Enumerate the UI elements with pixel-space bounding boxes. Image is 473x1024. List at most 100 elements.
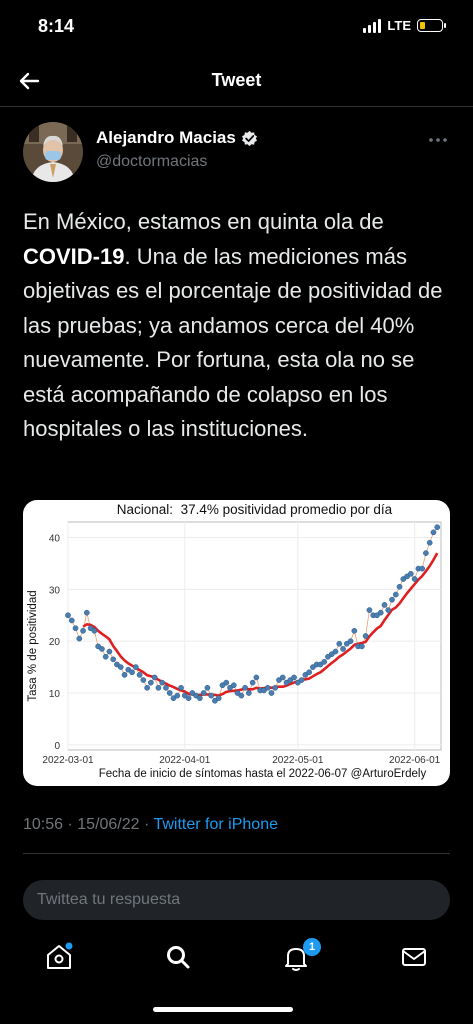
data-point <box>291 674 297 681</box>
data-point <box>208 692 215 699</box>
signal-icon <box>363 18 382 33</box>
data-point <box>411 576 418 582</box>
x-tick-label: 2022-03-01 <box>42 755 94 766</box>
data-point <box>151 674 158 681</box>
back-button[interactable] <box>14 66 44 96</box>
data-point <box>245 690 252 696</box>
notifications-badge: 1 <box>303 938 321 956</box>
data-point <box>366 607 373 613</box>
meta-separator: · <box>139 816 154 833</box>
mail-icon <box>402 948 426 966</box>
x-axis-label: Fecha de inicio de síntomas hasta el 202… <box>99 768 427 780</box>
y-tick-label: 0 <box>54 741 60 752</box>
data-point <box>268 690 275 696</box>
tweet-text-end: . Una de las mediciones más objetivas es… <box>23 243 443 442</box>
y-tick-label: 40 <box>49 534 61 545</box>
y-axis-label: Tasa % de positividad <box>27 590 39 701</box>
author-name-label: Alejandro Macias <box>96 128 236 147</box>
data-point <box>148 679 154 686</box>
data-point <box>197 695 203 702</box>
search-icon <box>167 946 190 969</box>
data-point <box>121 672 128 678</box>
home-icon <box>47 942 73 969</box>
data-point <box>389 596 395 603</box>
y-tick-label: 10 <box>49 689 61 700</box>
data-point <box>230 682 237 689</box>
data-point <box>110 656 117 663</box>
data-point <box>253 674 260 681</box>
data-point <box>204 684 211 691</box>
data-point <box>83 609 90 616</box>
data-point <box>419 565 426 572</box>
data-point <box>129 669 135 676</box>
data-point <box>155 684 162 691</box>
data-point <box>381 602 388 608</box>
data-point <box>178 684 184 691</box>
data-point <box>106 648 113 655</box>
status-time: 8:14 <box>38 16 75 36</box>
data-point <box>340 646 346 652</box>
meta-divider <box>23 853 450 854</box>
data-point <box>249 679 256 686</box>
data-point <box>332 648 339 655</box>
meta-separator: · <box>63 816 78 833</box>
more-options-button[interactable] <box>428 130 448 148</box>
data-point <box>423 550 429 556</box>
data-point <box>279 674 286 681</box>
nav-messages-button[interactable] <box>397 940 431 974</box>
data-point <box>408 570 414 577</box>
data-point <box>132 664 139 670</box>
data-point <box>174 692 181 699</box>
x-tick-label: 2022-05-01 <box>272 755 324 766</box>
more-dots-icon <box>429 138 447 142</box>
tweet-text: En México, estamos en quinta ola de COVI… <box>23 205 448 447</box>
data-point <box>185 695 192 702</box>
data-point <box>65 612 71 619</box>
y-tick-label: 30 <box>49 585 61 596</box>
data-point <box>117 664 124 670</box>
data-point <box>140 677 147 683</box>
tweet-text-start: En México, estamos en quinta ola de <box>23 209 384 234</box>
data-point <box>223 679 230 686</box>
data-point <box>166 690 173 696</box>
tweet-meta: 10:56 · 15/06/22 · Twitter for iPhone <box>23 816 278 834</box>
data-point <box>347 638 354 645</box>
data-point <box>159 679 166 686</box>
reply-field[interactable]: Twittea tu respuesta <box>23 880 450 920</box>
nav-search-button[interactable] <box>161 940 195 974</box>
data-point <box>136 672 143 678</box>
data-point <box>426 539 433 546</box>
status-indicators: LTE <box>363 18 446 33</box>
tweet-source-link[interactable]: Twitter for iPhone <box>153 816 278 833</box>
x-tick-label: 2022-06-01 <box>389 755 441 766</box>
tweet-chart-image[interactable]: 0 10 20 30 40 2022-03-01 2022-04-01 2022-05-01 2… <box>23 500 450 786</box>
data-point <box>144 684 150 691</box>
data-point <box>336 640 343 647</box>
data-point <box>321 659 328 665</box>
data-point <box>99 646 105 652</box>
data-point <box>215 695 222 702</box>
y-tick-label: 20 <box>49 637 61 648</box>
avatar-image <box>23 122 83 182</box>
data-point <box>238 692 245 699</box>
reply-placeholder: Twittea tu respuesta <box>37 891 181 908</box>
nav-notifications-button[interactable]: 1 <box>279 938 321 974</box>
header-divider <box>0 106 473 107</box>
data-point <box>359 643 365 650</box>
data-point <box>102 653 109 660</box>
data-point <box>377 609 384 616</box>
data-point <box>396 583 403 590</box>
home-indicator <box>153 1007 293 1012</box>
author-handle[interactable]: @doctormacias <box>96 153 208 170</box>
data-point <box>392 591 399 598</box>
average-series-line <box>82 552 439 697</box>
data-point <box>264 684 271 691</box>
chart-title: Nacional: 37.4% positividad promedio por… <box>117 502 393 517</box>
avatar[interactable] <box>23 122 83 182</box>
author-name[interactable]: Alejandro Macias <box>96 128 258 148</box>
network-label: LTE <box>387 18 411 33</box>
data-point <box>351 627 358 634</box>
data-point <box>68 617 75 624</box>
nav-home-button[interactable] <box>42 940 76 974</box>
data-point <box>80 627 86 634</box>
